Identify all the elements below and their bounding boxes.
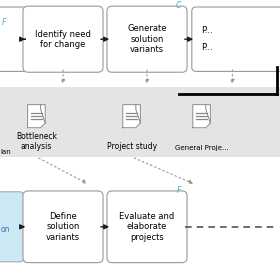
Text: Identify need
for change: Identify need for change — [35, 29, 91, 49]
FancyBboxPatch shape — [0, 87, 280, 157]
Text: lan: lan — [0, 150, 11, 155]
Text: on: on — [1, 225, 10, 234]
FancyBboxPatch shape — [0, 7, 27, 71]
Text: P...: P... — [202, 26, 213, 35]
FancyBboxPatch shape — [23, 191, 103, 263]
Text: F: F — [1, 18, 6, 27]
Polygon shape — [193, 105, 211, 128]
Text: F: F — [176, 186, 181, 195]
Text: C: C — [176, 1, 181, 10]
FancyBboxPatch shape — [192, 7, 280, 71]
FancyBboxPatch shape — [0, 192, 24, 262]
Text: Define
solution
variants: Define solution variants — [46, 212, 80, 242]
FancyBboxPatch shape — [23, 6, 103, 72]
Text: P...: P... — [202, 43, 213, 52]
FancyBboxPatch shape — [107, 6, 187, 72]
Text: Evaluate and
elaborate
projects: Evaluate and elaborate projects — [119, 212, 175, 242]
Polygon shape — [123, 105, 140, 128]
FancyBboxPatch shape — [0, 157, 280, 280]
Text: Generate
solution
variants: Generate solution variants — [127, 24, 167, 54]
FancyBboxPatch shape — [0, 0, 280, 67]
FancyBboxPatch shape — [107, 191, 187, 263]
Text: General Proje...: General Proje... — [175, 145, 228, 151]
Text: Bottleneck
analysis: Bottleneck analysis — [16, 132, 57, 151]
Polygon shape — [27, 105, 45, 128]
Text: Project study: Project study — [106, 142, 157, 151]
